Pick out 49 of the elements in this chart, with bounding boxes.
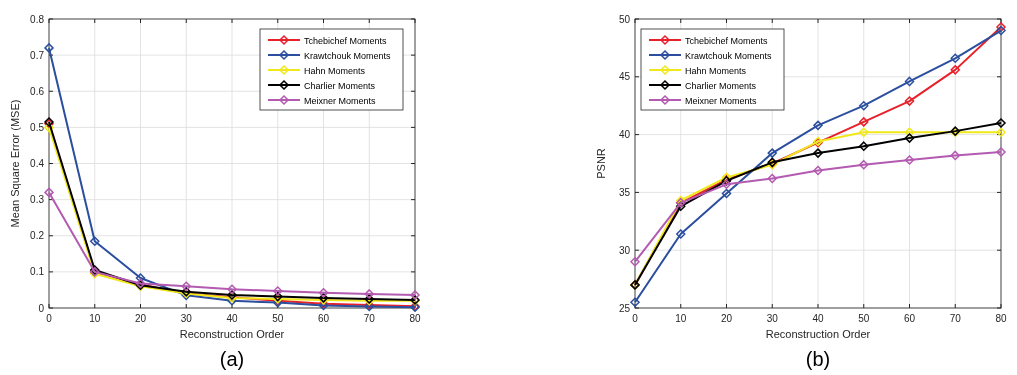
x-tick-label: 40	[812, 313, 824, 324]
y-tick-label: 0.1	[30, 266, 45, 278]
legend-label: Charlier Moments	[685, 80, 757, 91]
y-tick-label: 40	[618, 129, 631, 141]
x-axis-title: Reconstruction Order	[765, 328, 871, 340]
y-tick-label: 0	[38, 302, 45, 314]
x-tick-label: 50	[858, 313, 870, 324]
x-tick-label: 70	[949, 313, 962, 324]
legend-label: Tchebichef Moments	[304, 35, 388, 46]
y-tick-label: 45	[618, 71, 631, 83]
y-tick-label: 0.2	[30, 230, 45, 242]
x-tick-label: 20	[134, 313, 147, 324]
y-tick-label: 25	[618, 302, 631, 314]
legend-label: Krawtchouk Moments	[304, 50, 392, 61]
x-tick-label: 0	[46, 313, 53, 324]
y-tick-label: 0.8	[30, 13, 45, 25]
x-tick-label: 60	[903, 313, 916, 324]
y-tick-label: 30	[618, 244, 631, 256]
y-tick-label: 0.5	[30, 121, 45, 133]
x-tick-label: 20	[720, 313, 733, 324]
legend-label: Meixner Moments	[304, 95, 377, 106]
y-tick-label: 0.4	[30, 158, 45, 169]
y-axis-title: PSNR	[595, 148, 607, 179]
x-tick-label: 30	[180, 313, 193, 324]
y-tick-label: 0.7	[30, 49, 45, 61]
x-tick-label: 40	[226, 313, 238, 324]
legend-label: Hahn Moments	[304, 65, 366, 76]
text: (a)	[219, 348, 245, 370]
legend-label: Krawtchouk Moments	[685, 50, 773, 61]
legend-label: Meixner Moments	[685, 95, 758, 106]
x-tick-label: 50	[272, 313, 284, 324]
x-axis-title: Reconstruction Order	[179, 328, 285, 340]
x-tick-label: 10	[89, 313, 101, 324]
y-tick-label: 50	[618, 13, 631, 25]
y-tick-label: 35	[618, 186, 631, 198]
x-tick-label: 70	[363, 313, 376, 324]
legend-label: Charlier Moments	[304, 80, 376, 91]
x-tick-label: 80	[995, 313, 1007, 324]
y-tick-label: 0.3	[30, 194, 45, 206]
y-axis-title: Mean Square Error (MSE)	[9, 99, 21, 228]
x-tick-label: 0	[632, 313, 639, 324]
x-tick-label: 30	[766, 313, 779, 324]
x-tick-label: 10	[675, 313, 687, 324]
y-tick-label: 0.6	[30, 85, 45, 97]
x-tick-label: 80	[409, 313, 421, 324]
legend-label: Tchebichef Moments	[685, 35, 769, 46]
legend-label: Hahn Moments	[685, 65, 747, 76]
x-tick-label: 60	[317, 313, 330, 324]
text: (b)	[805, 348, 831, 370]
